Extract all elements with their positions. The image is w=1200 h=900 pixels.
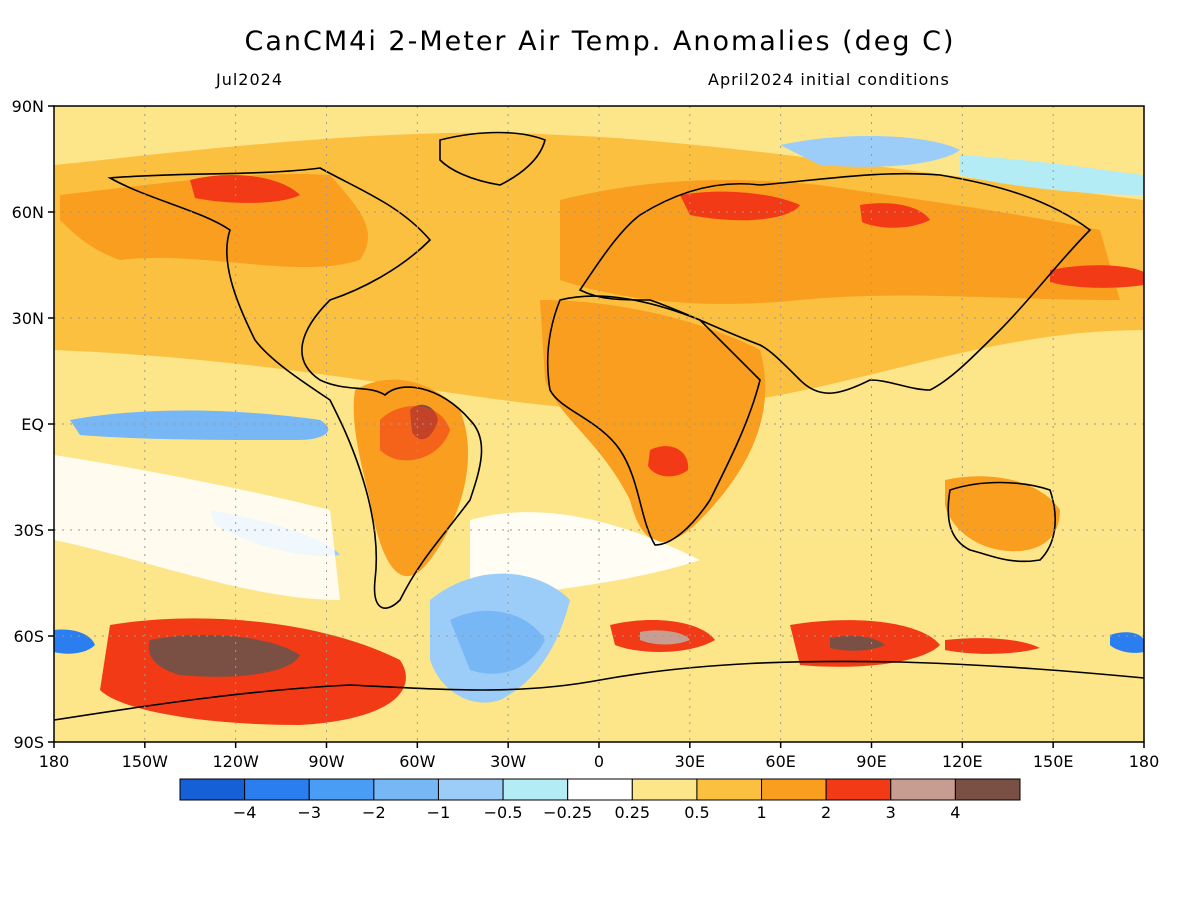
lon-tick-label: 150E bbox=[1033, 752, 1074, 771]
colorbar-swatch bbox=[696, 778, 763, 801]
lon-tick-label: 180 bbox=[39, 752, 70, 771]
colorbar-swatch bbox=[179, 778, 246, 801]
lat-tick-label: EQ bbox=[21, 415, 44, 434]
lon-tick-label: 180 bbox=[1129, 752, 1160, 771]
colorbar-swatch bbox=[890, 778, 956, 801]
lat-tick-label: 90N bbox=[12, 97, 44, 116]
colorbar-swatch bbox=[761, 778, 827, 801]
colorbar-swatch bbox=[244, 778, 310, 801]
axis-ticks bbox=[48, 105, 1145, 748]
colorbar-label: −0.25 bbox=[543, 803, 592, 822]
lon-tick-label: 60E bbox=[765, 752, 795, 771]
lat-tick-label: 90S bbox=[13, 733, 44, 752]
colorbar-label: 4 bbox=[950, 803, 960, 822]
colorbar-label: 2 bbox=[821, 803, 831, 822]
colorbar-swatch bbox=[502, 778, 569, 801]
colorbar-label: 0.5 bbox=[684, 803, 709, 822]
lon-tick-label: 30W bbox=[490, 752, 526, 771]
lat-tick-label: 30N bbox=[12, 309, 44, 328]
colorbar-swatch bbox=[631, 778, 698, 801]
colorbar-swatch bbox=[954, 778, 1021, 801]
colorbar-label: −3 bbox=[297, 803, 321, 822]
lon-tick-label: 120E bbox=[942, 752, 983, 771]
colorbar-swatch bbox=[437, 778, 504, 801]
chart-title: CanCM4i 2-Meter Air Temp. Anomalies (deg… bbox=[244, 26, 956, 57]
colorbar-swatch bbox=[308, 778, 375, 801]
axis-tick-labels: 180 150W 120W 90W 60W 30W 0 30E 60E 90E 120E 150E 18… bbox=[12, 97, 1160, 771]
coastlines bbox=[54, 131, 1144, 721]
colorbar-label: −2 bbox=[362, 803, 386, 822]
colorbar-label: −4 bbox=[233, 803, 257, 822]
lat-tick-label: 60N bbox=[12, 203, 44, 222]
colorbar-label: −0.5 bbox=[484, 803, 523, 822]
colorbar-label: 1 bbox=[756, 803, 766, 822]
lat-tick-label: 60S bbox=[13, 627, 44, 646]
colorbar-labels: −4 −3 −2 −1 −0.5 −0.25 0.25 0.5 1 2 3 4 bbox=[233, 803, 961, 822]
lon-tick-label: 150W bbox=[122, 752, 169, 771]
lon-tick-label: 0 bbox=[594, 752, 604, 771]
lon-tick-label: 120W bbox=[212, 752, 259, 771]
colorbar-swatch bbox=[825, 778, 892, 801]
colorbar-label: −1 bbox=[427, 803, 451, 822]
lon-tick-label: 30E bbox=[675, 752, 705, 771]
colorbar bbox=[179, 778, 1021, 801]
lon-tick-label: 90E bbox=[856, 752, 886, 771]
colorbar-label: 0.25 bbox=[614, 803, 650, 822]
lat-tick-label: 30S bbox=[13, 521, 44, 540]
lon-tick-label: 60W bbox=[399, 752, 435, 771]
initial-conditions-label: April2024 initial conditions bbox=[708, 70, 950, 89]
graticule-grid bbox=[54, 106, 1144, 742]
colorbar-swatch bbox=[373, 778, 439, 801]
lon-tick-label: 90W bbox=[308, 752, 344, 771]
colorbar-label: 3 bbox=[886, 803, 896, 822]
colorbar-swatch bbox=[567, 778, 633, 801]
valid-month-label: Jul2024 bbox=[216, 70, 284, 89]
